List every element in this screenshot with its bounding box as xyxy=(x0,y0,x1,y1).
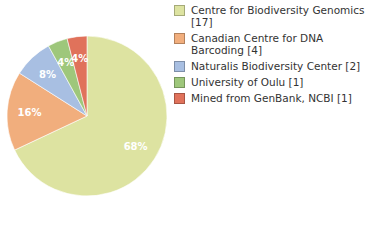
html-text:Centre for Biodiversity Genomi: Centre for Biodiversity Genomics [17] xyxy=(191,4,365,28)
svg-text:4%: 4% xyxy=(57,56,75,68)
html-text:Mined from GenBank, NCBI [1]: Mined from GenBank, NCBI [1] xyxy=(191,92,352,104)
svg-text:8%: 8% xyxy=(39,69,56,80)
svg-text:16%: 16% xyxy=(18,107,42,118)
svg-text:68%: 68% xyxy=(124,141,148,152)
html-text:Naturalis Biodiversity Center: Naturalis Biodiversity Center [2] xyxy=(191,60,361,72)
svg-text:4%: 4% xyxy=(71,53,88,64)
html-text:University of Oulu [1]: University of Oulu [1] xyxy=(191,76,304,88)
html-text:Canadian Centre for DNA Barcod: Canadian Centre for DNA Barcoding [4] xyxy=(191,32,324,56)
